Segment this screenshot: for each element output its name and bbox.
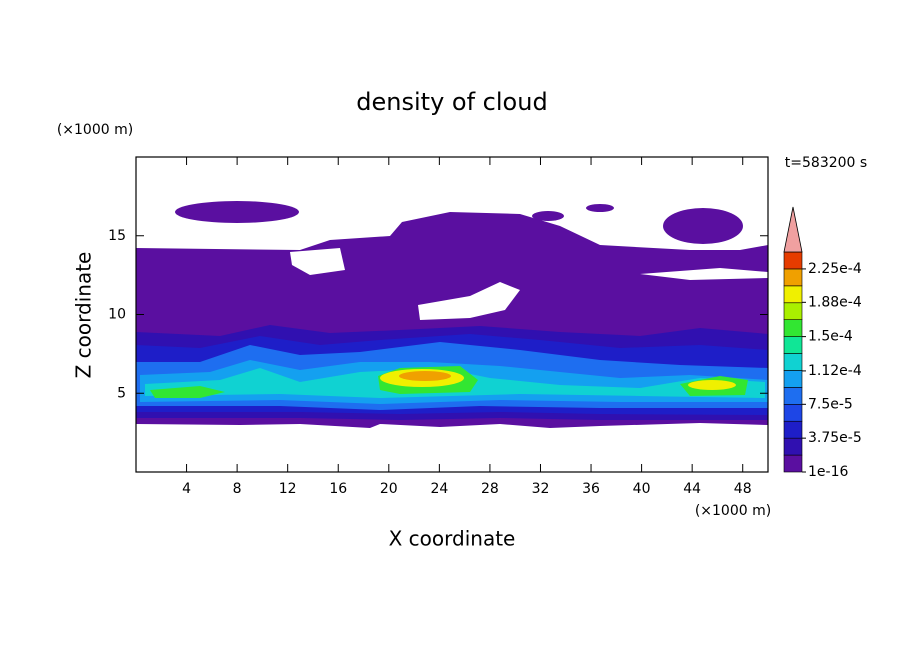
contour-region (688, 380, 736, 390)
colorbar-box (783, 420, 803, 439)
x-tick-label: 20 (380, 481, 398, 497)
x-tick-label: 48 (734, 481, 752, 497)
colorbar-box (783, 319, 803, 337)
x-tick-label: 16 (329, 481, 347, 497)
colorbar-label: 1.12e-4 (808, 363, 862, 379)
x-tick-label: 12 (279, 481, 297, 497)
contour-region (586, 204, 614, 212)
colorbar-extend (783, 206, 803, 253)
x-tick-label: 40 (633, 481, 651, 497)
x-tick-label: 4 (182, 481, 191, 497)
gap (418, 282, 520, 320)
gap (290, 248, 345, 275)
contour-region (150, 386, 225, 398)
colorbar-label: 1e-16 (808, 464, 848, 480)
x-tick-label: 32 (532, 481, 550, 497)
y-tick-label: 15 (108, 228, 126, 244)
contour-region (399, 371, 451, 381)
time-label: t=583200 s (785, 155, 867, 171)
contour-region (663, 208, 743, 244)
colorbar-box (783, 370, 803, 388)
colorbar-label: 1.5e-4 (808, 329, 853, 345)
colorbar-box (783, 285, 803, 304)
contour-field (136, 201, 768, 428)
colorbar-box (783, 387, 803, 405)
y-tick-label: 10 (108, 307, 126, 323)
colorbar-label: 1.88e-4 (808, 294, 862, 310)
colorbar-label: 7.5e-5 (808, 396, 853, 412)
colorbar-box (783, 353, 803, 371)
colorbar-box (783, 454, 803, 473)
colorbar-label: 2.25e-4 (808, 261, 862, 277)
x-tick-label: 24 (430, 481, 448, 497)
x-tick-label: 28 (481, 481, 499, 497)
x-tick-label: 8 (233, 481, 242, 497)
colorbar-box (783, 404, 803, 422)
colorbar-box (783, 251, 803, 270)
colorbar-box (783, 437, 803, 456)
contour-region (532, 211, 564, 221)
colorbar-box (783, 302, 803, 320)
x-tick-label: 36 (582, 481, 600, 497)
gap (640, 268, 768, 280)
x-unit: (×1000 m) (695, 503, 771, 519)
contour-region (175, 201, 299, 223)
colorbar-label: 3.75e-5 (808, 430, 862, 446)
colorbar-box (783, 268, 803, 287)
x-tick-label: 44 (683, 481, 701, 497)
y-tick-label: 5 (117, 385, 126, 401)
chart-title: density of cloud (356, 88, 547, 116)
colorbar-box (783, 336, 803, 354)
y-axis-label: Z coordinate (72, 252, 96, 379)
x-axis-label: X coordinate (389, 527, 516, 551)
y-unit: (×1000 m) (57, 122, 133, 138)
